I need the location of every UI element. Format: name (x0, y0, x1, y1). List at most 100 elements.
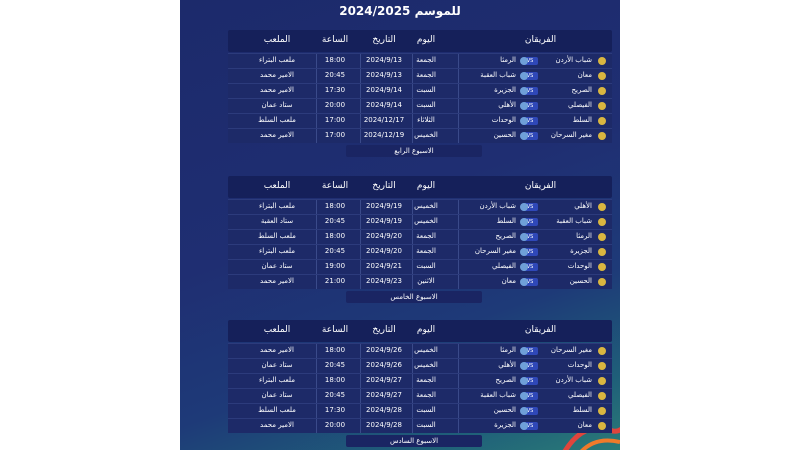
home-team-logo-icon (598, 392, 606, 400)
table-row: مغير السرحان VS الرمثا الخميس 2024/9/26 18:00… (228, 343, 612, 358)
away-team: مغير السرحان (474, 247, 516, 255)
table-header: الفريقان اليوم التاريخ الساعة الملعب (228, 30, 612, 52)
match-date: 2024/12/19 (363, 131, 405, 139)
home-team: الفيصلي (568, 391, 592, 399)
match-date: 2024/12/17 (363, 116, 405, 124)
column-divider (412, 344, 413, 358)
match-venue: الامير محمد (260, 71, 294, 79)
column-divider (458, 99, 459, 113)
match-time: 21:00 (324, 277, 346, 285)
season-title: للموسم 2024/2025 (339, 4, 461, 18)
away-team: الرمثا (500, 56, 516, 64)
match-time: 18:00 (324, 346, 346, 354)
home-team-logo-icon (598, 203, 606, 211)
home-team: الأهلي (574, 202, 592, 210)
match-time: 18:00 (324, 202, 346, 210)
column-divider (412, 404, 413, 418)
column-divider (360, 129, 361, 143)
column-divider (360, 230, 361, 244)
match-day: الجمعة (416, 56, 436, 64)
away-team: الحسين (493, 131, 516, 139)
column-divider (316, 200, 317, 214)
match-venue: الامير محمد (260, 131, 294, 139)
column-divider (360, 215, 361, 229)
column-divider (316, 389, 317, 403)
home-team-logo-icon (598, 362, 606, 370)
match-day: الجمعة (416, 376, 436, 384)
match-day: الخميس (414, 202, 438, 210)
vs-badge: VS (522, 117, 538, 125)
match-time: 20:45 (324, 391, 346, 399)
away-team-logo-icon (520, 117, 528, 125)
column-divider (316, 99, 317, 113)
match-time: 18:00 (324, 232, 346, 240)
table-row: شباب العقبة VS السلط الخميس 2024/9/19 20:45 ست… (228, 214, 612, 229)
week-label: الاسبوع السادس (346, 435, 482, 447)
match-day: الخميس (414, 361, 438, 369)
away-team: الرمثا (500, 346, 516, 354)
away-team-logo-icon (520, 72, 528, 80)
match-date: 2024/9/13 (366, 56, 402, 64)
match-date: 2024/9/27 (366, 391, 402, 399)
column-divider (458, 389, 459, 403)
table-row: الأهلي VS شباب الأردن الخميس 2024/9/19 18:00 م… (228, 199, 612, 214)
column-divider (458, 374, 459, 388)
away-team-logo-icon (520, 422, 528, 430)
column-divider (316, 245, 317, 259)
away-team-logo-icon (520, 132, 528, 140)
column-divider (360, 260, 361, 274)
table-row: الرمثا VS الصريح الجمعة 2024/9/20 18:00 ملعب ا… (228, 229, 612, 244)
match-day: الجمعة (416, 232, 436, 240)
away-team: السلط (496, 217, 516, 225)
vs-badge: VS (522, 377, 538, 385)
match-venue: ملعب السلط (258, 116, 296, 124)
column-divider (412, 374, 413, 388)
away-team: الأهلي (498, 361, 516, 369)
column-divider (360, 54, 361, 68)
match-date: 2024/9/28 (366, 406, 402, 414)
match-day: الاثنين (417, 277, 435, 285)
column-divider (458, 344, 459, 358)
match-venue: ستاد عمان (261, 361, 293, 369)
match-date: 2024/9/26 (366, 346, 402, 354)
match-time: 17:00 (324, 131, 346, 139)
match-date: 2024/9/20 (366, 247, 402, 255)
table-row: الحسين VS معان الاثنين 2024/9/23 21:00 الامير … (228, 274, 612, 289)
home-team-logo-icon (598, 87, 606, 95)
home-team: معان (577, 71, 592, 79)
column-divider (360, 374, 361, 388)
match-date: 2024/9/26 (366, 361, 402, 369)
header-time: الساعة (321, 35, 349, 45)
home-team: السلط (572, 116, 592, 124)
match-time: 17:30 (324, 86, 346, 94)
header-day: اليوم (416, 181, 436, 191)
home-team-logo-icon (598, 233, 606, 241)
match-date: 2024/9/21 (366, 262, 402, 270)
header-time: الساعة (321, 181, 349, 191)
match-date: 2024/9/23 (366, 277, 402, 285)
away-team-logo-icon (520, 233, 528, 241)
match-time: 19:00 (324, 262, 346, 270)
match-day: الخميس (414, 217, 438, 225)
match-day: السبت (416, 421, 436, 429)
vs-badge: VS (522, 203, 538, 211)
column-divider (458, 275, 459, 289)
match-time: 17:30 (324, 406, 346, 414)
column-divider (412, 200, 413, 214)
vs-badge: VS (522, 407, 538, 415)
column-divider (316, 359, 317, 373)
away-team-logo-icon (520, 407, 528, 415)
column-divider (316, 374, 317, 388)
home-team: معان (577, 421, 592, 429)
column-divider (458, 215, 459, 229)
column-divider (316, 215, 317, 229)
column-divider (412, 389, 413, 403)
header-venue: الملعب (263, 181, 291, 191)
vs-badge: VS (522, 263, 538, 271)
match-time: 20:45 (324, 217, 346, 225)
match-date: 2024/9/14 (366, 101, 402, 109)
match-venue: ستاد عمان (261, 101, 293, 109)
column-divider (412, 129, 413, 143)
home-team: مغير السرحان (550, 346, 592, 354)
match-venue: ملعب البتراء (259, 202, 295, 210)
